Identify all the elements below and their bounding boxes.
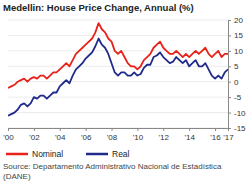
y-tick-mark	[228, 51, 231, 52]
legend-swatch	[86, 153, 108, 156]
x-tick-mark	[137, 128, 138, 131]
x-tick: '16	[210, 128, 221, 142]
x-tick-label: '06	[81, 133, 92, 142]
x-tick: '04	[55, 128, 66, 142]
x-tick-mark	[34, 128, 35, 131]
chart: Medellin: House Price Change, Annual (%)…	[0, 0, 250, 190]
x-tick-label: '14	[184, 133, 195, 142]
x-tick-label: '17	[223, 133, 234, 142]
x-tick-mark	[86, 128, 87, 131]
y-tick-label: 15	[234, 31, 243, 40]
y-tick-label: 0	[234, 78, 239, 87]
x-tick: '02	[29, 128, 40, 142]
legend-label: Real	[112, 149, 130, 159]
y-tick-mark	[228, 35, 231, 36]
y-tick-label: -5	[234, 93, 242, 102]
x-tick-mark	[60, 128, 61, 131]
x-tick: '06	[81, 128, 92, 142]
x-tick: '14	[184, 128, 195, 142]
grid-line	[8, 20, 228, 21]
grid	[8, 20, 228, 128]
y-tick-mark	[228, 97, 231, 98]
x-tick-mark	[163, 128, 164, 131]
x-tick-label: '10	[133, 133, 144, 142]
title: Medellin: House Price Change, Annual (%)	[3, 2, 194, 13]
legend-swatch	[6, 153, 28, 156]
y-tick: -10	[228, 109, 246, 118]
y-tick-mark	[228, 66, 231, 67]
x-tick-mark	[189, 128, 190, 131]
y-tick: 5	[228, 62, 239, 71]
grid-line	[8, 66, 228, 67]
grid-line	[8, 81, 228, 82]
x-tick: '12	[159, 128, 170, 142]
y-tick: -5	[228, 93, 242, 102]
lines	[8, 23, 228, 116]
y-tick-mark	[228, 82, 231, 83]
x-axis-line	[9, 129, 229, 132]
y-tick: 15	[228, 31, 243, 40]
y-tick-label: 20	[234, 16, 243, 25]
grid-line	[8, 112, 228, 113]
y-tick-label: 5	[234, 62, 239, 71]
y-tick: 10	[228, 47, 243, 56]
y-tick-mark	[228, 113, 231, 114]
y-axis: -15 -10 -5 0 5 10 15 20	[228, 16, 246, 133]
legend-label: Nominal	[32, 149, 63, 159]
y-tick-label: -15	[234, 124, 246, 133]
x-tick: '08	[107, 128, 118, 142]
y-tick: 20	[228, 16, 243, 25]
y-tick-label: 10	[234, 47, 243, 56]
x-tick-mark	[112, 128, 113, 131]
legend: Nominal Real	[6, 149, 130, 159]
grid-line	[8, 35, 228, 36]
x-tick-label: '02	[29, 133, 40, 142]
x-tick-label: '16	[210, 133, 221, 142]
y-tick-label: -10	[234, 109, 246, 118]
series-line	[8, 39, 228, 116]
grid-line	[8, 97, 228, 98]
x-tick: '17	[223, 128, 234, 142]
x-tick-mark	[215, 128, 216, 131]
x-tick-label: '04	[55, 133, 66, 142]
series-line	[8, 23, 228, 88]
y-axis-line	[229, 21, 232, 129]
x-tick: '00	[3, 128, 14, 142]
x-tick-mark	[228, 128, 229, 131]
y-tick-mark	[228, 20, 231, 21]
source: Source: Departamento Administrativo Naci…	[3, 162, 222, 181]
x-tick-label: '08	[107, 133, 118, 142]
x-tick-mark	[8, 128, 9, 131]
x-axis: '00 '02 '04 '06 '08 '10 '12 '14 '16'17	[3, 128, 234, 142]
x-tick-label: '12	[159, 133, 170, 142]
x-tick: '10	[133, 128, 144, 142]
x-tick-label: '00	[3, 133, 14, 142]
y-tick: 0	[228, 78, 239, 87]
